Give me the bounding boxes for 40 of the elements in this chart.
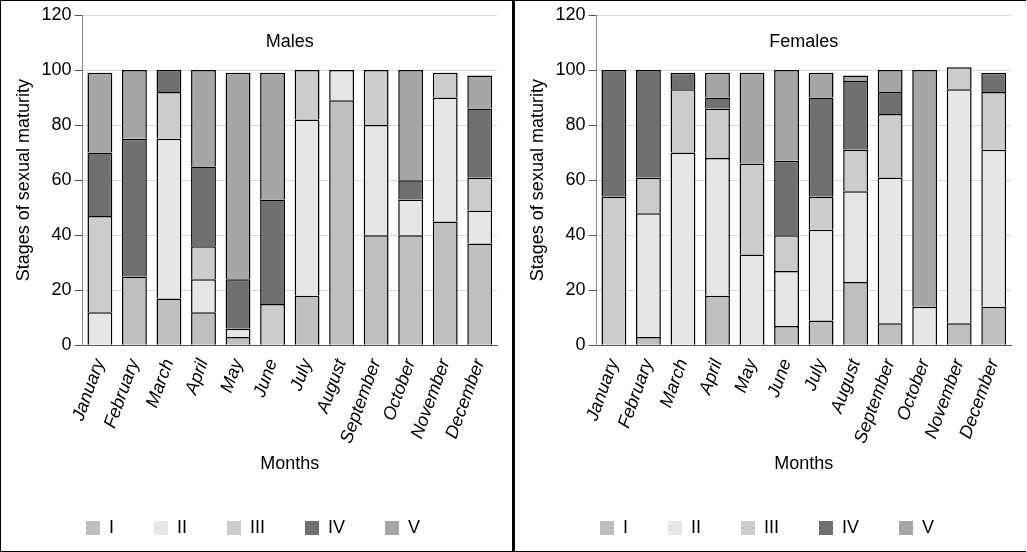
y-tick-label: 20 (51, 279, 72, 300)
y-tick-label: 60 (51, 169, 72, 190)
y-tick-label: 0 (61, 334, 72, 355)
x-tick-label: July (799, 355, 830, 395)
y-tick-label: 120 (555, 3, 586, 24)
y-tick-label: 100 (41, 59, 72, 80)
legend-label: V (922, 516, 935, 537)
y-axis-title: Stages of sexual maturity (12, 79, 33, 282)
x-tick-label: May (730, 355, 761, 396)
y-tick-label: 40 (565, 224, 586, 245)
x-tick-label: April (180, 355, 213, 398)
y-tick-label: 60 (565, 169, 586, 190)
legend-label: II (176, 516, 188, 537)
y-tick-label: 40 (51, 224, 72, 245)
legend-label: V (408, 516, 421, 537)
legend-label: III (763, 516, 780, 537)
y-tick-label: 100 (555, 59, 586, 80)
x-tick-label: March (141, 356, 178, 411)
legend-label: IV (328, 516, 346, 537)
text: Females (769, 31, 839, 52)
y-tick-label: 120 (41, 3, 72, 24)
x-axis-title: Months (260, 453, 320, 474)
x-tick-label: May (216, 355, 247, 396)
text: Males (265, 31, 314, 52)
x-tick-label: June (248, 356, 282, 401)
y-axis-title: Stages of sexual maturity (526, 79, 547, 282)
y-tick-label: 80 (565, 114, 586, 135)
legend-label: I (622, 516, 629, 537)
legend-label: III (249, 516, 266, 537)
legend-label: IV (842, 516, 860, 537)
x-tick-label: April (694, 355, 727, 398)
y-tick-label: 80 (51, 114, 72, 135)
legend-label: I (108, 516, 115, 537)
y-tick-label: 0 (575, 334, 586, 355)
x-tick-label: March (655, 356, 692, 411)
x-axis-title: Months (774, 453, 834, 474)
legend-label: II (690, 516, 702, 537)
y-tick-label: 20 (565, 279, 586, 300)
x-tick-label: July (285, 355, 316, 395)
x-tick-label: June (762, 356, 796, 401)
